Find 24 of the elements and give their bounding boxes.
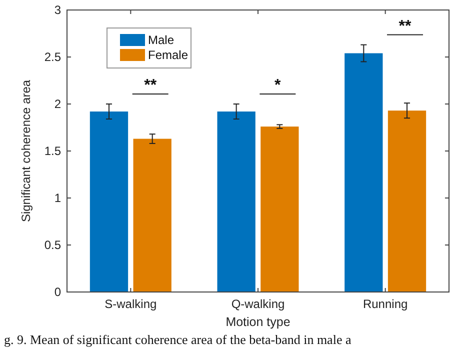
x-tick-label: S-walking: [104, 297, 157, 311]
y-axis-title: Significant coherence area: [19, 80, 33, 222]
bar: [133, 138, 172, 292]
legend-label: Male: [148, 33, 174, 48]
bar: [260, 126, 299, 292]
bar: [344, 53, 383, 292]
annotation: **: [398, 18, 412, 35]
y-tick-label: 2.5: [44, 50, 62, 64]
x-axis-title: Motion type: [226, 315, 290, 329]
y-tick-label: 0.5: [44, 238, 62, 252]
y-tick-label: 1: [54, 191, 62, 206]
x-tick-label: Q-walking: [231, 297, 285, 311]
x-tick-label: Running: [362, 297, 408, 311]
annotation: **: [144, 77, 158, 94]
y-tick-label: 1.5: [44, 144, 62, 158]
bar: [90, 112, 128, 292]
legend-label: Female: [148, 48, 188, 62]
y-tick-label: 0: [54, 285, 62, 300]
bar: [388, 110, 426, 292]
bar: [217, 112, 256, 292]
annotation: *: [274, 77, 282, 94]
text: g. 9. Mean of significant coherence area of the beta-band in male a: [4, 332, 352, 347]
y-tick-label: 3: [54, 3, 62, 18]
y-tick-label: 2: [54, 97, 62, 112]
